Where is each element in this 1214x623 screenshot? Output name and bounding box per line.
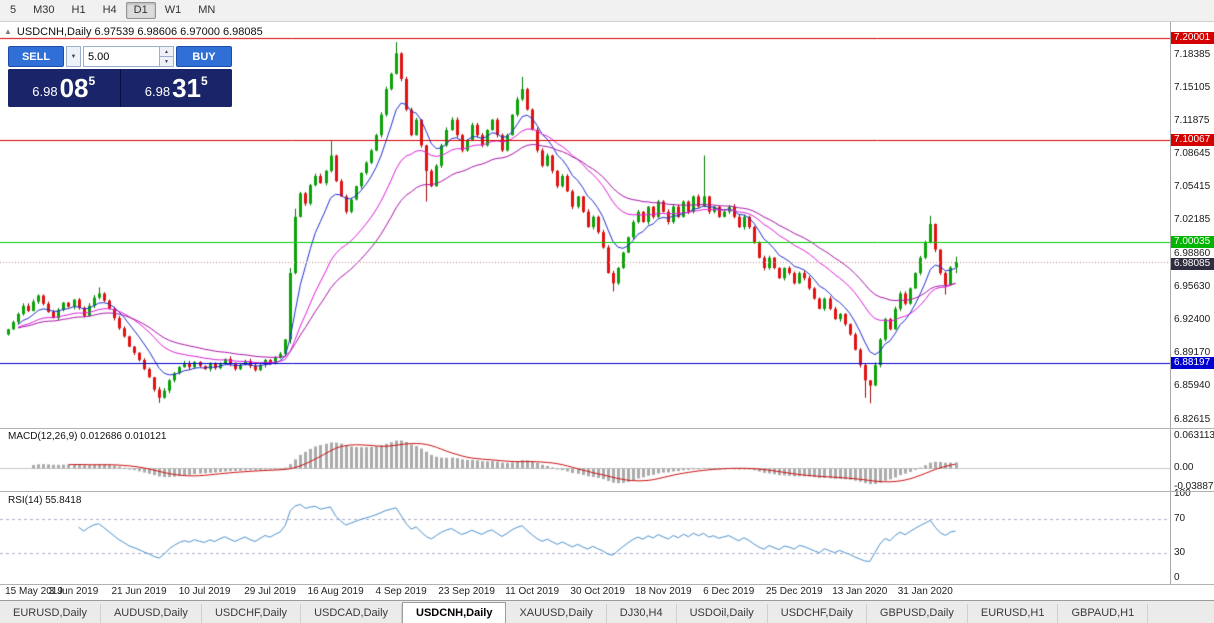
one-click-toggle-icon[interactable]: ▲ [4, 27, 12, 36]
chart-title-text: USDCNH,Daily 6.97539 6.98606 6.97000 6.9… [16, 26, 263, 38]
date-label: 21 Jun 2019 [111, 586, 167, 597]
volume-input[interactable] [84, 47, 159, 66]
price-axis-label: 7.05415 [1174, 181, 1211, 193]
chart-tab-bar: EURUSD,Daily AUDUSD,Daily USDCHF,Daily USDC… [0, 600, 1214, 623]
tab-eurusd-h1[interactable]: EURUSD,H1 [968, 604, 1059, 623]
buy-price-base: 6.98 [144, 83, 171, 99]
level-price-label: 6.88197 [1171, 357, 1214, 370]
time-axis[interactable]: 15 May 2019 3 Jun 2019 21 Jun 2019 10 Jul 2… [0, 585, 1170, 600]
price-axis-label: 6.92400 [1174, 314, 1211, 326]
buy-button[interactable]: BUY [176, 46, 232, 67]
tab-xauusd-daily[interactable]: XAUUSD,Daily [506, 604, 607, 623]
date-label: 10 Jul 2019 [178, 586, 231, 597]
timeframe-button-mn[interactable]: MN [198, 4, 216, 16]
sell-price-display[interactable]: 6.98 08 5 [8, 69, 121, 107]
tab-usdcad-daily[interactable]: USDCAD,Daily [301, 604, 403, 623]
sell-button[interactable]: SELL [8, 46, 64, 67]
level-price-label: 7.00035 [1171, 236, 1214, 249]
macd-indicator-label: MACD(12,26,9) 0.012686 0.010121 [8, 431, 167, 442]
price-axis[interactable]: 7.18385 7.15105 7.11875 7.08645 7.05415 7.021… [1170, 0, 1214, 584]
date-label: 3 Jun 2019 [48, 586, 99, 597]
date-label: 29 Jul 2019 [244, 586, 296, 597]
price-axis-label: 7.15105 [1174, 82, 1211, 94]
timeframe-button-w1[interactable]: W1 [164, 4, 182, 16]
sell-price-point: 5 [88, 74, 96, 88]
volume-dropdown-button[interactable]: ▼ [66, 46, 81, 67]
price-axis-label: 6.82615 [1174, 414, 1211, 426]
tab-usdchf-daily[interactable]: USDCHF,Daily [768, 604, 867, 623]
tab-gbpusd-daily[interactable]: GBPUSD,Daily [867, 604, 968, 623]
date-label: 31 Jan 2020 [897, 586, 953, 597]
buy-price-point: 5 [201, 74, 208, 88]
chevron-down-icon: ▼ [70, 53, 77, 60]
price-axis-label: 7.08645 [1174, 148, 1211, 160]
date-label: 16 Aug 2019 [307, 586, 364, 597]
spin-up-icon[interactable]: ▲ [160, 47, 173, 57]
date-label: 6 Dec 2019 [703, 586, 755, 597]
rsi-axis-label: 0 [1174, 572, 1180, 583]
tab-gbpaud-h1[interactable]: GBPAUD,H1 [1058, 604, 1149, 623]
date-label: 15 May 2019 [5, 586, 63, 597]
macd-axis-label: 0.00 [1174, 461, 1194, 473]
tab-usdcnh-daily[interactable]: USDCNH,Daily [402, 602, 507, 623]
current-price-label: 6.98085 [1171, 257, 1214, 270]
one-click-trading-panel: SELL ▼ ▲ ▼ BUY 6.98 08 5 6.98 31 [8, 46, 232, 107]
pane-splitter[interactable] [0, 428, 1214, 429]
date-label: 18 Nov 2019 [634, 586, 692, 597]
tab-eurusd-daily[interactable]: EURUSD,Daily [0, 604, 101, 623]
buy-price-display[interactable]: 6.98 31 5 [120, 69, 232, 107]
timeframe-button-5[interactable]: 5 [10, 4, 17, 16]
volume-stepper: ▲ ▼ [159, 47, 173, 66]
rsi-axis-label: 100 [1174, 488, 1191, 499]
price-axis-label: 6.98860 [1174, 248, 1211, 260]
tab-usdoil-daily[interactable]: USDOil,Daily [677, 604, 768, 623]
date-label: 25 Dec 2019 [765, 586, 823, 597]
date-label: 23 Sep 2019 [438, 586, 495, 597]
price-axis-label: 7.11875 [1174, 115, 1210, 127]
volume-field-wrap: ▲ ▼ [83, 46, 174, 67]
tab-usdchf-daily[interactable]: USDCHF,Daily [202, 604, 302, 623]
timeframe-button-m30[interactable]: M30 [33, 4, 55, 16]
price-axis-label: 7.18385 [1174, 48, 1211, 60]
bid-ask-display: 6.98 08 5 6.98 31 5 [8, 69, 232, 107]
macd-axis-label: 0.063113 [1174, 429, 1214, 441]
rsi-axis-label: 70 [1174, 513, 1186, 525]
price-axis-label: 6.89170 [1174, 347, 1211, 359]
date-label: 4 Sep 2019 [375, 586, 427, 597]
level-price-label: 7.10067 [1171, 133, 1214, 146]
sell-price-base: 6.98 [32, 83, 58, 99]
macd-axis-label: -0.038872 [1174, 480, 1214, 492]
date-label: 11 Oct 2019 [505, 586, 560, 597]
rsi-indicator-label: RSI(14) 55.8418 [8, 495, 82, 506]
price-axis-label: 6.85940 [1174, 380, 1211, 392]
timeframe-button-h4[interactable]: H4 [102, 4, 117, 16]
pane-splitter[interactable] [0, 491, 1214, 492]
level-price-label: 7.20001 [1171, 32, 1214, 45]
chart-title: ▲ USDCNH,Daily 6.97539 6.98606 6.97000 6… [4, 26, 263, 38]
rsi-axis-label: 30 [1174, 546, 1186, 558]
timeframe-button-h1[interactable]: H1 [71, 4, 86, 16]
price-axis-label: 6.95630 [1174, 281, 1211, 293]
timeframe-toolbar: 5 M30 H1 H4 D1 W1 MN [0, 0, 1214, 22]
sell-price-pips: 08 [59, 73, 89, 103]
spin-down-icon[interactable]: ▼ [160, 57, 173, 66]
axis-separator [0, 584, 1214, 585]
tab-audusd-daily[interactable]: AUDUSD,Daily [101, 604, 202, 623]
date-label: 13 Jan 2020 [832, 586, 888, 597]
tab-dj30-h4[interactable]: DJ30,H4 [607, 604, 677, 623]
date-label: 30 Oct 2019 [570, 586, 625, 597]
buy-price-pips: 31 [172, 73, 202, 103]
timeframe-button-d1[interactable]: D1 [125, 2, 156, 19]
price-axis-label: 7.02185 [1174, 214, 1211, 226]
